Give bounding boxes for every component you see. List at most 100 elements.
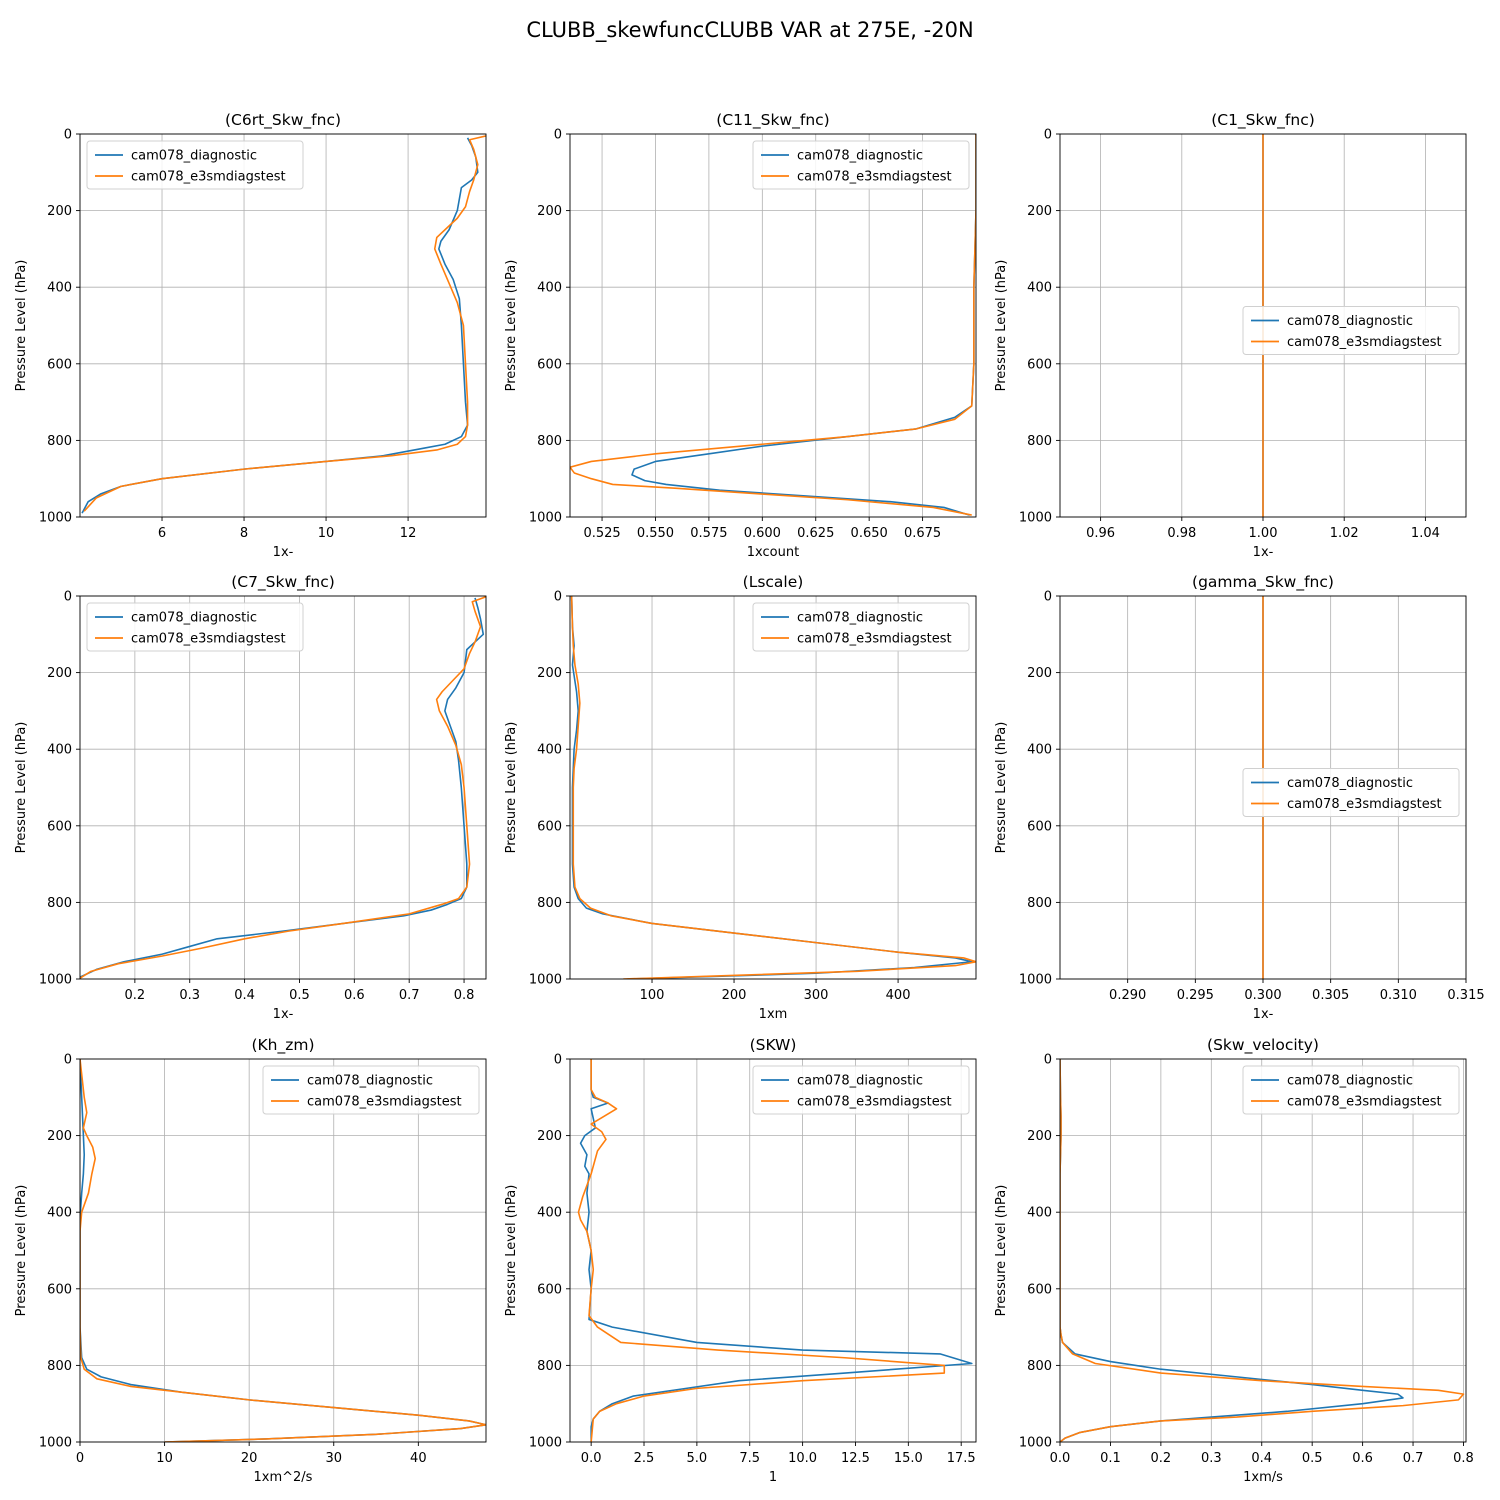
y-axis-label: Pressure Level (hPa)	[14, 1185, 29, 1317]
y-axis-label: Pressure Level (hPa)	[504, 722, 519, 854]
panel-1: 0.525 0.550 0.575 0.600 0.625 0.650 0.675 0 200 4…	[504, 111, 977, 560]
y-tick-label: 800	[47, 896, 72, 911]
x-tick-label: 0.600	[744, 526, 781, 541]
legend-label: cam078_diagnostic	[797, 611, 923, 626]
y-axis-label: Pressure Level (hPa)	[504, 1185, 519, 1317]
legend: cam078_diagnostic cam078_e3smdiagstest	[752, 1065, 970, 1115]
legend-label: cam078_e3smdiagstest	[797, 632, 952, 647]
x-tick-label: 20	[241, 1451, 258, 1466]
x-tick-label: 1.02	[1330, 526, 1359, 541]
panel-title: (Lscale)	[743, 573, 804, 591]
series-group	[80, 596, 486, 979]
y-axis-label: Pressure Level (hPa)	[994, 1185, 1009, 1317]
x-tick-label: 0.525	[583, 526, 620, 541]
legend: cam078_diagnostic cam078_e3smdiagstest	[86, 602, 304, 652]
grid	[570, 1058, 976, 1443]
legend: cam078_diagnostic cam078_e3smdiagstest	[262, 1065, 480, 1115]
y-tick-label: 600	[47, 357, 72, 372]
y-tick-label: 1000	[39, 511, 72, 526]
legend-label: cam078_e3smdiagstest	[131, 170, 286, 185]
series-group	[80, 1059, 486, 1442]
y-tick-label: 0	[1044, 1053, 1052, 1068]
x-tick-label: 0.310	[1380, 988, 1417, 1003]
y-tick-label: 1000	[529, 511, 562, 526]
y-tick-label: 800	[1027, 434, 1052, 449]
legend-label: cam078_e3smdiagstest	[797, 170, 952, 185]
x-tick-label: 0.1	[1100, 1451, 1121, 1466]
series-line-cam078_diagnostic	[80, 597, 485, 978]
x-tick-label: 0.5	[289, 988, 310, 1003]
legend: cam078_diagnostic cam078_e3smdiagstest	[86, 140, 304, 190]
y-tick-label: 400	[47, 743, 72, 758]
y-tick-label: 200	[537, 1129, 562, 1144]
y-tick-label: 200	[537, 666, 562, 681]
y-tick-label: 200	[1027, 1129, 1052, 1144]
legend-box	[1242, 1065, 1460, 1115]
legend-label: cam078_e3smdiagstest	[131, 632, 286, 647]
x-tick-label: 30	[325, 1451, 342, 1466]
x-tick-label: 7.5	[739, 1451, 760, 1466]
legend-label: cam078_e3smdiagstest	[1287, 335, 1442, 350]
x-tick-label: 0.4	[1251, 1451, 1272, 1466]
series-line-cam078_diagnostic	[80, 1059, 486, 1442]
axes-frame	[569, 595, 977, 980]
series-line-cam078_e3smdiagstest	[570, 596, 976, 979]
legend-box	[262, 1065, 480, 1115]
x-axis-label: 1xm^2/s	[254, 1470, 313, 1485]
y-tick-label: 1000	[1019, 511, 1052, 526]
legend-label: cam078_diagnostic	[797, 1074, 923, 1089]
y-axis-label: Pressure Level (hPa)	[994, 722, 1009, 854]
x-tick-label: 2.5	[634, 1451, 655, 1466]
x-tick-label: 0.550	[637, 526, 674, 541]
y-axis-label: Pressure Level (hPa)	[994, 260, 1009, 392]
legend-label: cam078_e3smdiagstest	[1287, 797, 1442, 812]
x-tick-label: 200	[722, 988, 747, 1003]
y-tick-label: 0	[1044, 128, 1052, 143]
y-tick-label: 600	[1027, 1282, 1052, 1297]
y-tick-label: 200	[47, 1129, 72, 1144]
x-tick-label: 40	[410, 1451, 427, 1466]
x-tick-label: 1.00	[1249, 526, 1278, 541]
x-tick-label: 15.0	[894, 1451, 923, 1466]
y-tick-label: 1000	[39, 1436, 72, 1451]
y-tick-label: 600	[537, 1282, 562, 1297]
y-tick-label: 400	[537, 1206, 562, 1221]
series-line-cam078_e3smdiagstest	[1060, 1059, 1465, 1442]
x-tick-label: 17.5	[947, 1451, 976, 1466]
legend-box	[86, 602, 304, 652]
legend-label: cam078_diagnostic	[1287, 776, 1413, 791]
legend: cam078_diagnostic cam078_e3smdiagstest	[1242, 1065, 1460, 1115]
legend-label: cam078_e3smdiagstest	[797, 1095, 952, 1110]
legend-box	[1242, 306, 1460, 355]
x-axis-label: 1x-	[273, 545, 294, 560]
legend-label: cam078_diagnostic	[1287, 314, 1413, 329]
x-tick-label: 10	[156, 1451, 173, 1466]
x-tick-label: 0.8	[454, 988, 475, 1003]
panel-title: (C11_Skw_fnc)	[716, 111, 829, 130]
series-line-cam078_diagnostic	[579, 1059, 973, 1442]
y-tick-label: 400	[537, 743, 562, 758]
legend-box	[752, 1065, 970, 1115]
x-axis-label: 1xm	[759, 1007, 788, 1022]
x-tick-label: 0.315	[1447, 988, 1484, 1003]
y-tick-label: 0	[64, 1053, 72, 1068]
y-tick-label: 400	[47, 1206, 72, 1221]
axes-frame	[79, 133, 487, 518]
legend-label: cam078_diagnostic	[797, 149, 923, 164]
y-tick-label: 800	[537, 896, 562, 911]
panel-6: 0 10 20 30 4002004006008001000(Kh_zm)1xm^2/s…	[14, 1036, 487, 1485]
x-tick-label: 0.0	[1050, 1451, 1071, 1466]
legend-label: cam078_e3smdiagstest	[1287, 1095, 1442, 1110]
axes-frame	[569, 133, 977, 518]
x-tick-label: 0.96	[1086, 526, 1115, 541]
panel-7: 0.0 2.5 5.0 7.5 10.0 12.5 15.0 17.5 0 200 400 600 80…	[504, 1036, 977, 1485]
series-line-cam078_e3smdiagstest	[80, 1059, 486, 1442]
series-group	[570, 596, 976, 979]
panel-4: 100 200 300 400 0 200 400 600 800 1000 (Lscale) 1xm…	[504, 573, 977, 1022]
series-line-cam078_e3smdiagstest	[577, 1059, 946, 1442]
legend: cam078_diagnostic cam078_e3smdiagstest	[752, 602, 970, 652]
legend: cam078_diagnostic cam078_e3smdiagstest	[752, 140, 970, 190]
y-tick-label: 800	[1027, 896, 1052, 911]
y-tick-label: 600	[1027, 357, 1052, 372]
x-axis-label: 1xcount	[747, 545, 799, 560]
